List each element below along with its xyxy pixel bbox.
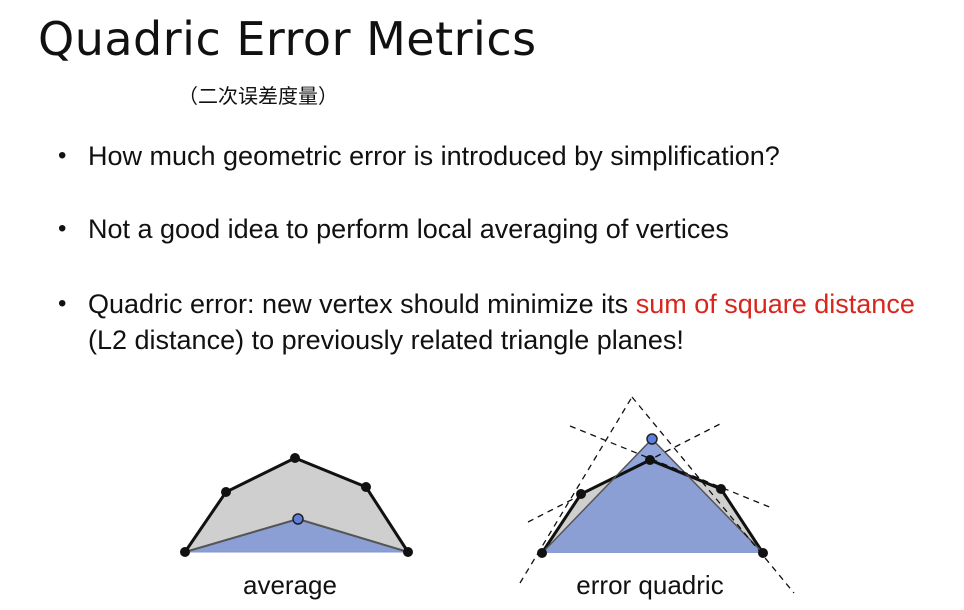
bullet-dot-icon: • <box>58 215 67 242</box>
vertex-dot <box>361 482 371 492</box>
bullet-dot-icon: • <box>58 290 67 317</box>
vertex-dot <box>576 489 586 499</box>
vertex-dot <box>403 547 413 557</box>
vertex-dot <box>180 547 190 557</box>
bullet-item-2: • Not a good idea to perform local avera… <box>58 211 938 247</box>
vertex-dot <box>537 548 547 558</box>
error-quadric-figure <box>519 396 795 594</box>
edge-line <box>184 518 299 553</box>
vertex-dot <box>716 484 726 494</box>
edge-line <box>297 518 409 553</box>
bullet-text-before: Quadric error: new vertex should minimiz… <box>88 289 636 319</box>
bullet-text: How much geometric error is introduced b… <box>88 141 780 171</box>
vertex-dot <box>758 548 768 558</box>
new-vertex-dot <box>646 433 658 445</box>
slide-title: Quadric Error Metrics <box>38 12 537 66</box>
bullet-highlight: sum of square distance <box>635 289 915 319</box>
average-figure <box>180 453 413 557</box>
edge-line <box>541 438 653 554</box>
bullet-item-3: • Quadric error: new vertex should minim… <box>58 286 938 358</box>
quadric-triangle-fill <box>542 439 763 553</box>
bullet-dot-icon: • <box>58 142 67 169</box>
vertex-dot <box>221 487 231 497</box>
bullet-text-after: (L2 distance) to previously related tria… <box>88 325 684 355</box>
bullet-item-1: • How much geometric error is introduced… <box>58 138 938 174</box>
new-vertex-dot <box>292 513 304 525</box>
averaged-triangle-fill <box>185 519 408 552</box>
vertex-dot <box>645 455 655 465</box>
bullet-text: Not a good idea to perform local averagi… <box>88 214 729 244</box>
average-caption: average <box>243 570 337 600</box>
slide-subtitle: （二次误差度量） <box>178 84 338 108</box>
vertex-dot <box>290 453 300 463</box>
error-quadric-caption: error quadric <box>576 570 724 600</box>
